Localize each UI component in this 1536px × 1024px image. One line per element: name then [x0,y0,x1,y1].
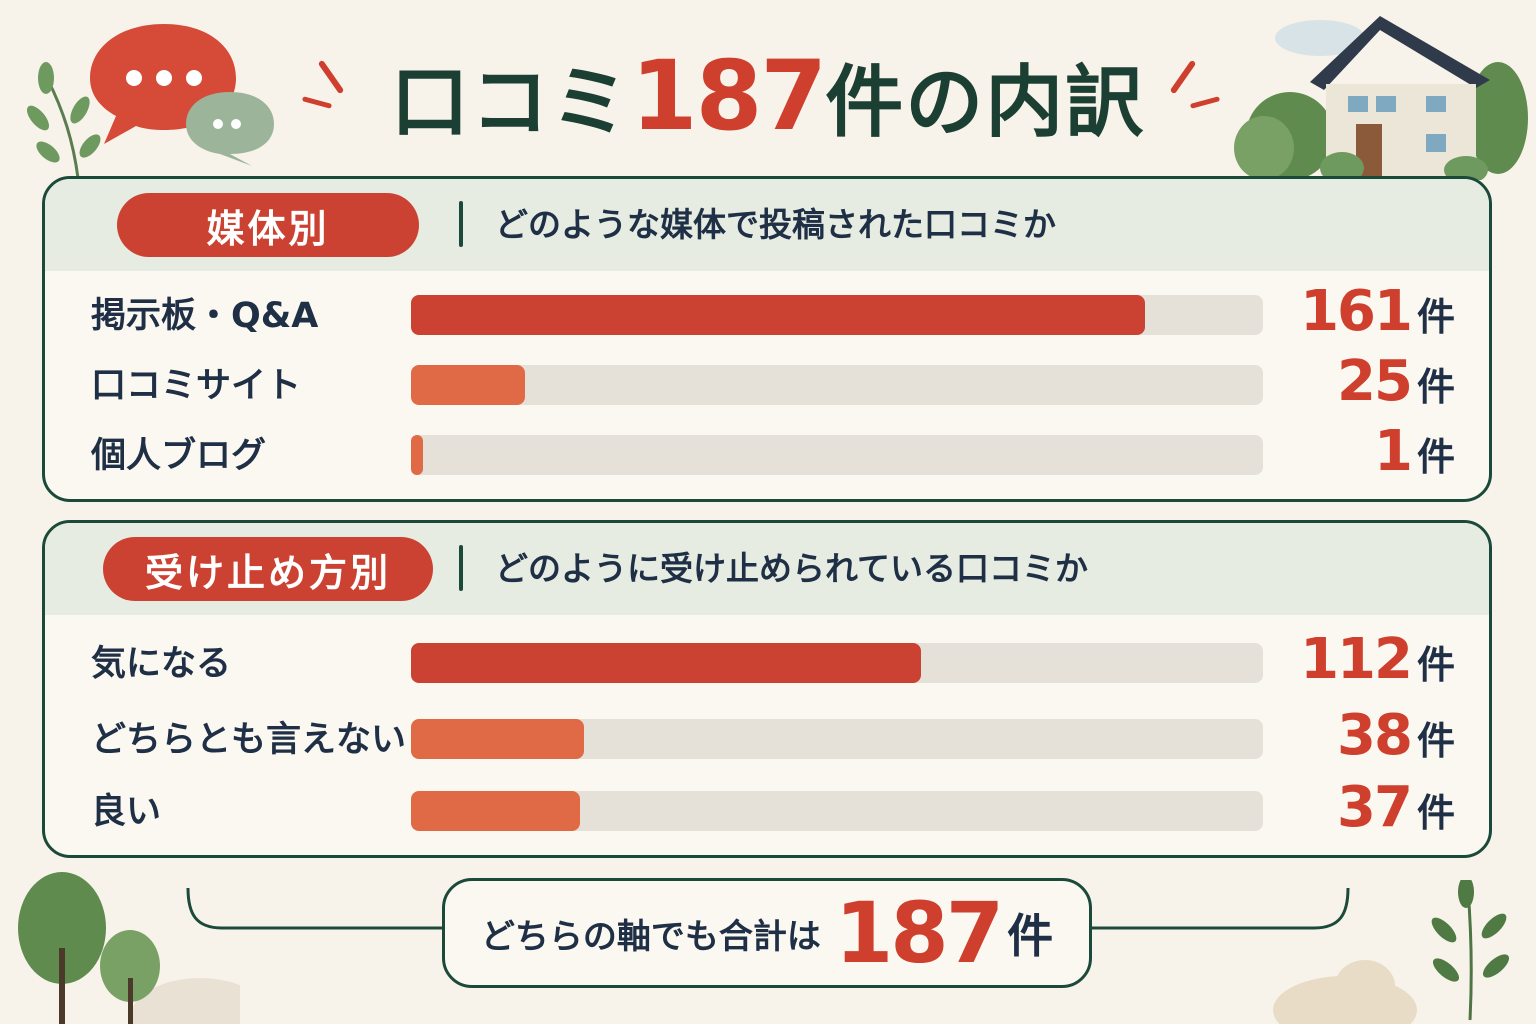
bar-label: 掲示板・Q&A [91,296,319,336]
page-title: 口コミ187件の内訳 [0,40,1536,152]
title-number: 187 [630,40,827,152]
bracket-line-left [186,887,442,930]
leaf-branch-icon [1431,880,1510,1020]
bar-value-number: 37 [1337,775,1413,840]
category-pill: 受け止め方別 [103,537,433,601]
bar-value-unit: 件 [1416,365,1455,409]
title-suffix: 件の内訳 [825,58,1146,148]
bar-value-number: 38 [1337,703,1413,768]
bar-track [411,643,1263,683]
speech-bubble-green-icon [186,92,274,166]
header-separator [459,545,463,591]
bar [411,719,584,759]
bar [411,295,1145,335]
panel-reception: 受け止め方別 どのように受け止められている口コミか 気になる 112 件どちらとも言… [42,520,1492,858]
bar [411,365,525,405]
bracket-line-right [1092,887,1350,930]
bar [411,791,580,831]
bar [411,643,921,683]
total-number: 187 [834,884,1004,982]
bar-value-unit: 件 [1416,719,1455,763]
bar-value: 25 件 [1275,349,1455,414]
bar-track [411,719,1263,759]
total-summary: どちらの軸でも合計は 187 件 [442,878,1092,988]
cloud-icon [1273,960,1417,1024]
bar-value-unit: 件 [1416,791,1455,835]
bar-value-number: 112 [1300,627,1413,692]
total-unit: 件 [1007,909,1054,963]
bar-value-unit: 件 [1416,435,1455,479]
bar-track [411,365,1263,405]
panel-subtitle: どのように受け止められている口コミか [495,549,1089,588]
panel-subtitle: どのような媒体で投稿された口コミか [495,205,1056,244]
header-separator [459,201,463,247]
house-icon [1234,16,1528,180]
bar-label: 口コミサイト [91,366,302,406]
leaf-branch-icon [26,62,101,179]
title-prefix: 口コミ [390,58,631,148]
bar-value-number: 1 [1374,419,1413,484]
bar-label: 個人ブログ [91,436,267,476]
bar-value-unit: 件 [1416,295,1455,339]
bar-value: 38 件 [1275,703,1455,768]
bar-label: 良い [91,792,162,832]
bar-label: どちらとも言えない [91,720,407,760]
bar-label: 気になる [91,644,232,684]
bar-track [411,791,1263,831]
bar-track [411,295,1263,335]
bar-value-unit: 件 [1416,643,1455,687]
tree-icon [18,872,240,1024]
category-pill: 媒体別 [117,193,419,257]
bar-value-number: 161 [1300,279,1413,344]
bar-value: 37 件 [1275,775,1455,840]
bar-value-number: 25 [1337,349,1413,414]
bar-value: 161 件 [1275,279,1455,344]
panel-media: 媒体別 どのような媒体で投稿された口コミか 掲示板・Q&A 161 件口コミサイト 2… [42,176,1492,502]
bar-track [411,435,1263,475]
bar-value: 112 件 [1275,627,1455,692]
total-text: どちらの軸でも合計は [480,916,821,957]
bar [411,435,423,475]
